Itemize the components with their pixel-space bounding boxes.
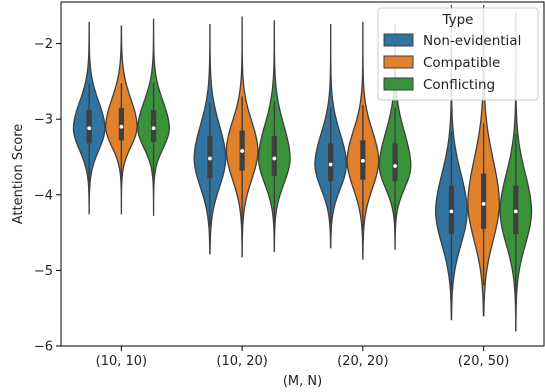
legend-label: Non-evidential bbox=[423, 33, 521, 49]
legend-swatch bbox=[383, 77, 414, 91]
x-axis-label: (M, N) bbox=[283, 374, 322, 389]
x-tick-label: (20, 50) bbox=[458, 354, 510, 369]
violin-iqr-box bbox=[271, 135, 277, 176]
x-axis-ticks: (10, 10) (10, 20) (20, 20) (20, 50) bbox=[96, 346, 510, 369]
violin-iqr-box bbox=[118, 107, 124, 141]
violin-median bbox=[151, 126, 156, 131]
violin bbox=[72, 21, 106, 215]
legend-title: Type bbox=[441, 12, 473, 28]
violin-iqr-box bbox=[392, 143, 398, 182]
violin bbox=[314, 24, 348, 249]
x-tick-label: (10, 20) bbox=[216, 354, 268, 369]
violin-median bbox=[240, 149, 245, 153]
legend-swatch bbox=[383, 55, 414, 69]
violin-median bbox=[119, 124, 124, 129]
violin-median bbox=[87, 126, 92, 131]
y-tick-label: −3 bbox=[34, 113, 53, 128]
violin-median bbox=[513, 209, 518, 214]
violin-median bbox=[360, 158, 365, 163]
violin-median bbox=[208, 156, 212, 161]
x-tick-label: (20, 20) bbox=[337, 354, 389, 369]
y-axis-ticks: −6 −5 −4 −3 −2 bbox=[34, 37, 61, 355]
x-tick-label: (10, 10) bbox=[96, 354, 148, 369]
violin bbox=[137, 18, 171, 216]
y-axis-label: Attention Score bbox=[11, 124, 26, 225]
legend: Type Non-evidential Compatible Conflicting bbox=[377, 7, 539, 101]
legend-label: Compatible bbox=[423, 55, 500, 71]
y-tick-label: −6 bbox=[34, 340, 53, 355]
violin-iqr-box bbox=[481, 173, 487, 229]
legend-swatch bbox=[383, 33, 414, 47]
violin bbox=[257, 20, 291, 253]
y-tick-label: −5 bbox=[34, 264, 53, 279]
violin bbox=[467, 5, 501, 317]
violin bbox=[104, 25, 138, 215]
legend-label: Conflicting bbox=[423, 77, 495, 93]
violin-median bbox=[481, 201, 486, 206]
violin-iqr-box bbox=[150, 110, 157, 142]
y-tick-label: −2 bbox=[34, 37, 53, 52]
violin bbox=[434, 5, 468, 321]
violin bbox=[346, 21, 380, 260]
violins-layer bbox=[72, 5, 533, 332]
violin-median bbox=[328, 162, 333, 167]
legend-box bbox=[377, 7, 539, 101]
violin-iqr-box bbox=[328, 143, 334, 182]
violin-median bbox=[393, 164, 397, 168]
violin-median bbox=[449, 209, 454, 214]
violin bbox=[225, 16, 259, 258]
legend-items: Non-evidential Compatible Conflicting bbox=[383, 33, 521, 93]
y-tick-label: −4 bbox=[34, 188, 53, 203]
plot-frame bbox=[60, 1, 545, 347]
violin bbox=[193, 24, 227, 255]
violin-median bbox=[272, 156, 277, 161]
